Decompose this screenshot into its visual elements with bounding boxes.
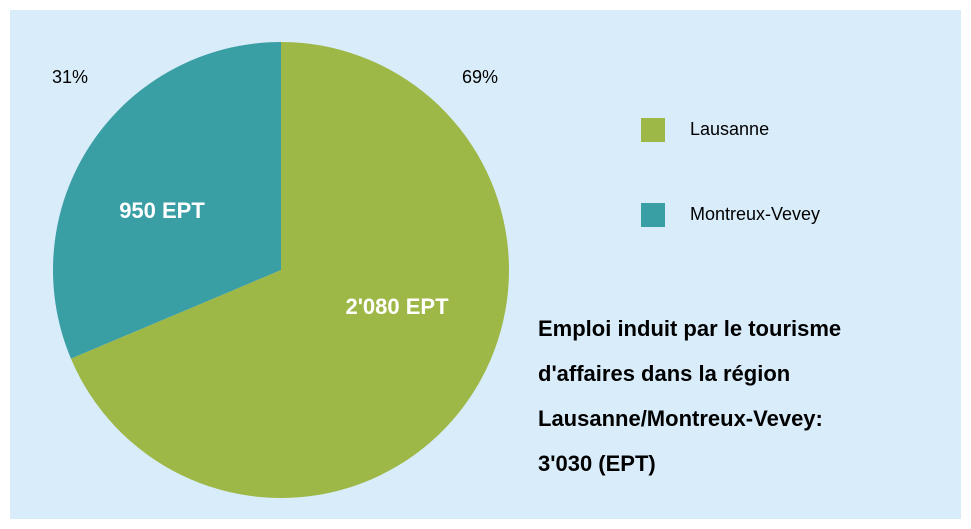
legend-swatch [641, 203, 665, 227]
slice-percent-label: 31% [52, 67, 88, 87]
annotation: d'affaires dans la région [538, 361, 790, 386]
pie-slice [70, 42, 509, 498]
annotation: 3'030 (EPT) [538, 451, 656, 476]
slice-value-label: 950 EPT [119, 198, 205, 223]
slice-percent-label: 69% [462, 67, 498, 87]
legend-label: Lausanne [690, 119, 769, 139]
legend-label: Montreux-Vevey [690, 204, 820, 224]
legend-swatch [641, 118, 665, 142]
annotation: Lausanne/Montreux-Vevey: [538, 406, 823, 431]
pie-slice [52, 42, 282, 359]
slice-value-label: 2'080 EPT [345, 294, 449, 319]
annotation: Emploi induit par le tourisme [538, 316, 841, 341]
